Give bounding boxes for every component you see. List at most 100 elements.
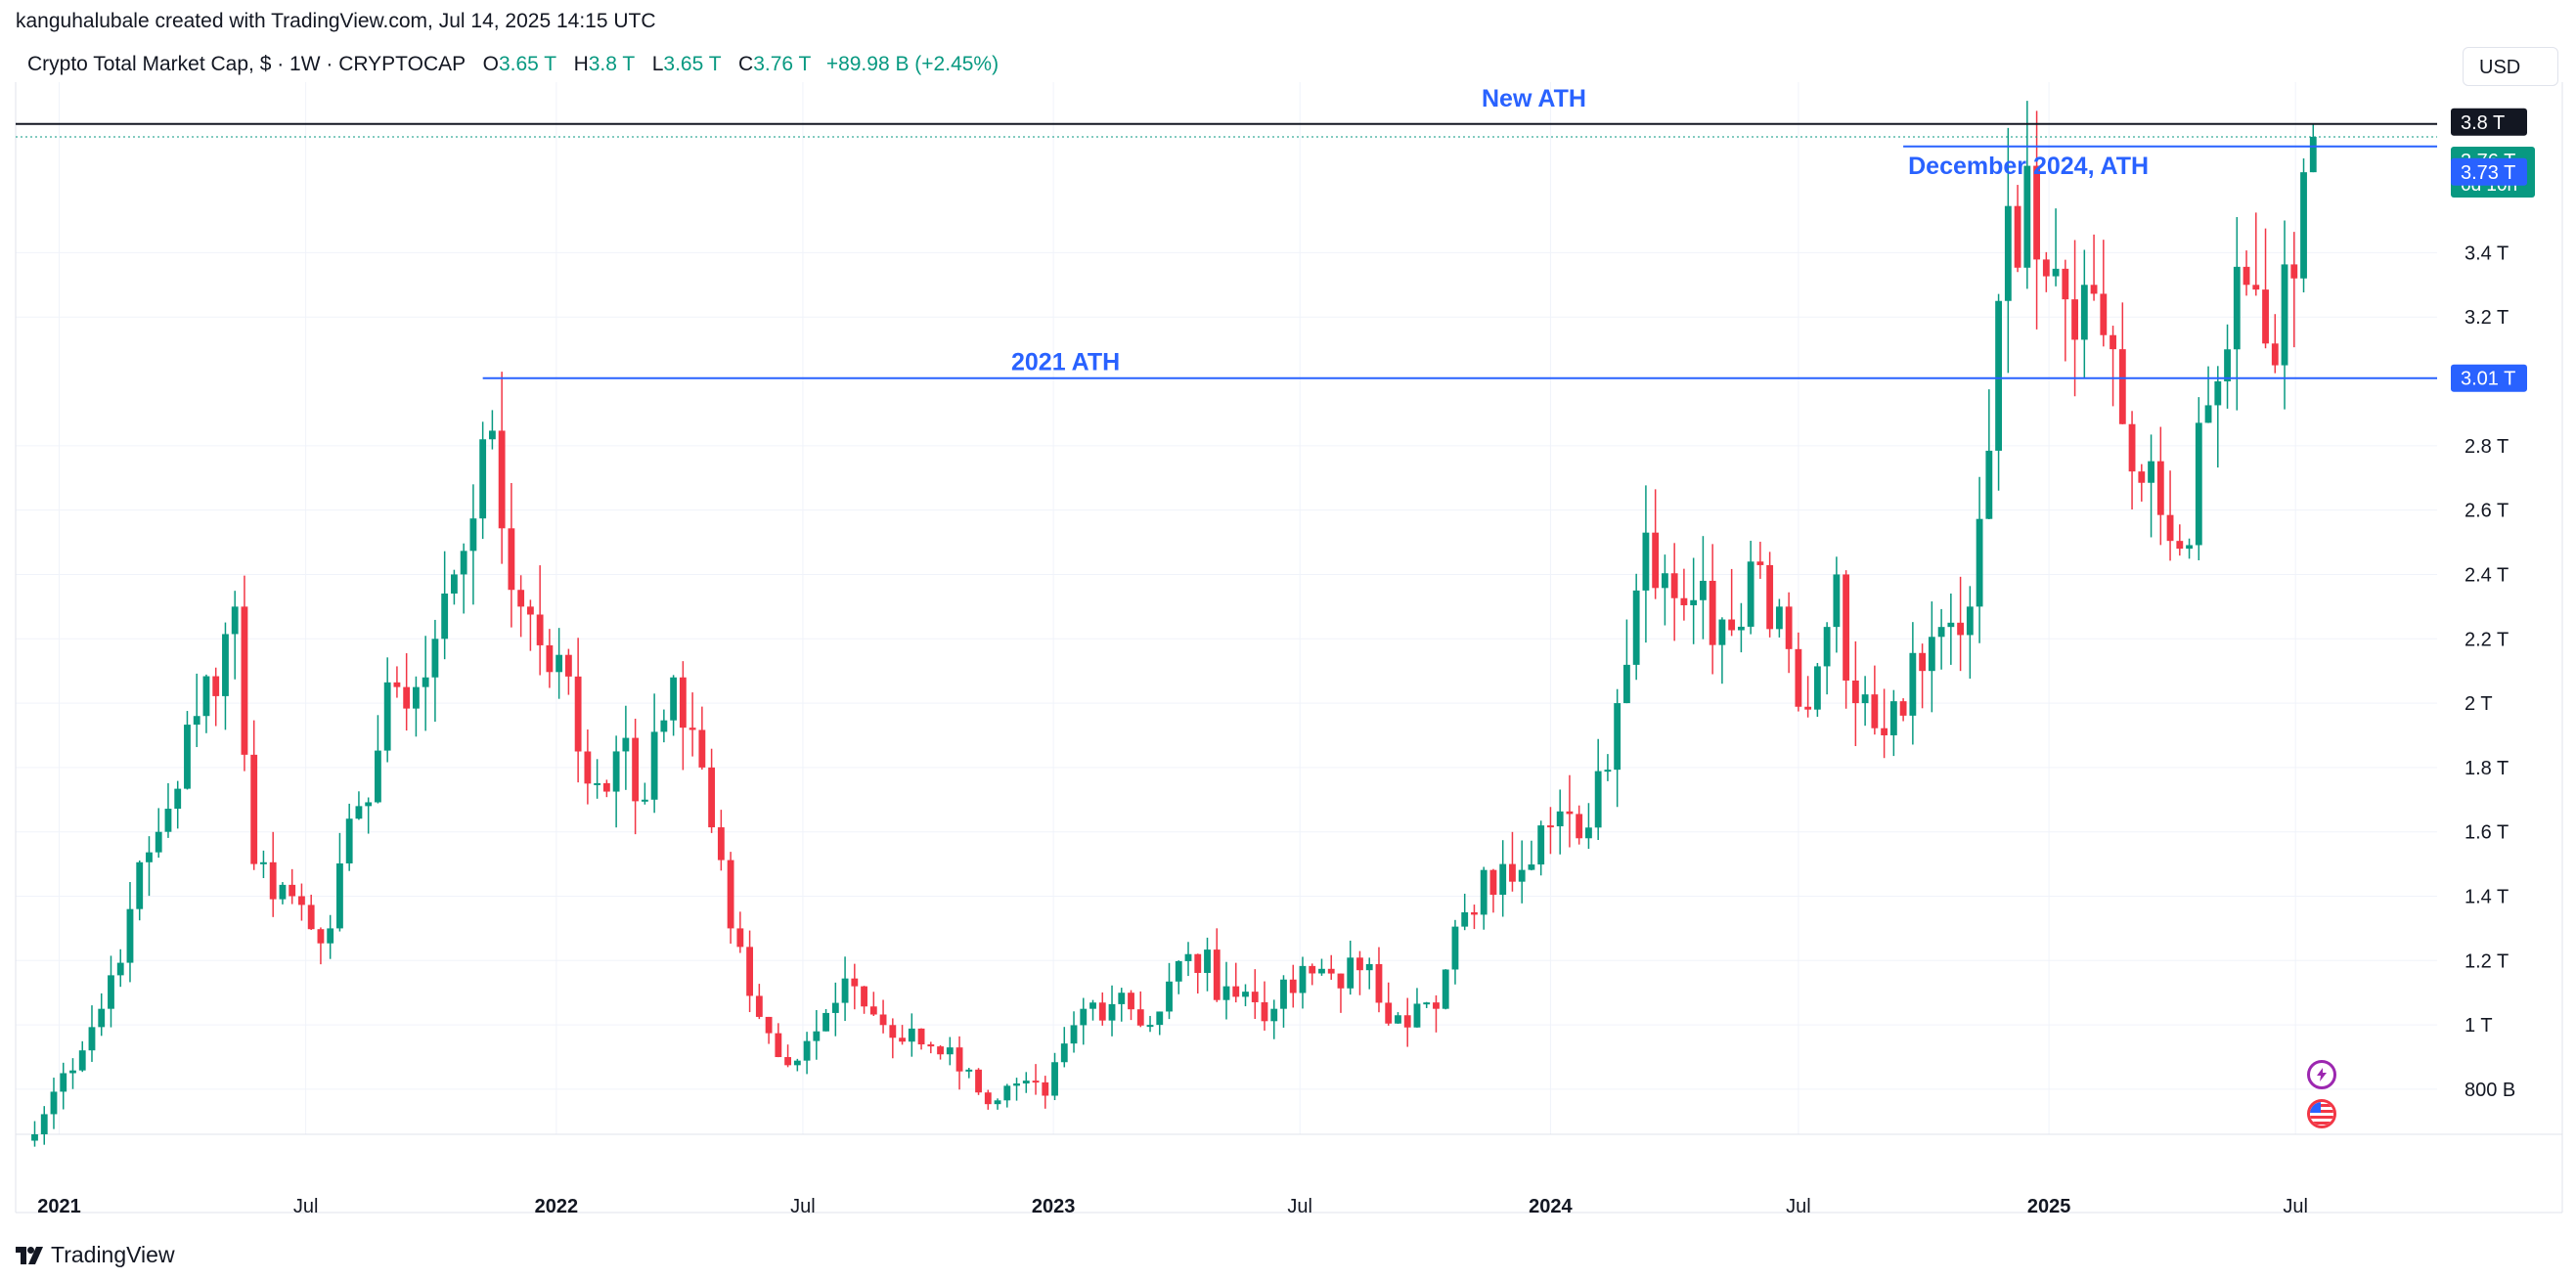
candle	[602, 782, 610, 792]
candle	[1242, 992, 1249, 997]
candle	[1585, 827, 1592, 839]
candle	[1881, 728, 1888, 735]
candle	[317, 929, 325, 944]
candle	[1976, 518, 1983, 607]
candle	[78, 1050, 86, 1071]
candle	[2204, 405, 2212, 423]
candle	[1385, 1002, 1393, 1024]
candle	[1528, 864, 1535, 870]
chart-credit: kanguhalubale created with TradingView.c…	[16, 10, 656, 32]
candle	[1080, 1008, 1088, 1026]
candle	[508, 528, 515, 591]
candle	[1851, 680, 1859, 704]
candle	[594, 782, 601, 785]
candle	[1766, 564, 1774, 630]
candle	[1899, 701, 1907, 716]
candle	[1537, 825, 1545, 865]
candle	[1309, 965, 1316, 974]
candle	[1327, 968, 1335, 974]
candle	[155, 831, 162, 853]
symbol-legend: Crypto Total Market Cap, $ · 1W · CRYPTO…	[27, 53, 999, 76]
candle	[1756, 561, 1764, 565]
candle	[698, 729, 706, 768]
candle	[2224, 349, 2231, 382]
candle	[2004, 205, 2012, 301]
candle	[2090, 285, 2098, 294]
symbol-title[interactable]: Crypto Total Market Cap, $ · 1W · CRYPTO…	[27, 53, 466, 75]
y-tick-label: 1.4 T	[2465, 887, 2509, 908]
candle	[1413, 1003, 1421, 1028]
candle	[1060, 1043, 1068, 1063]
candle	[1889, 701, 1897, 735]
candle	[650, 731, 658, 800]
candle	[861, 986, 867, 1007]
x-tick-label: 2025	[2027, 1196, 2071, 1217]
candle	[955, 1047, 963, 1072]
candle	[260, 861, 267, 864]
x-tick-label: Jul	[2283, 1196, 2308, 1217]
low-label: L	[651, 53, 664, 75]
candle	[2062, 268, 2069, 300]
candle	[1823, 627, 1831, 667]
x-tick-label: 2021	[37, 1196, 81, 1217]
candle	[1937, 627, 1945, 638]
candle	[1423, 1002, 1431, 1005]
x-tick-label: 2022	[535, 1196, 579, 1217]
x-tick-label: Jul	[790, 1196, 816, 1217]
candle	[2014, 205, 2021, 268]
price-tag-label: 3.8 T	[2461, 112, 2505, 134]
candle	[1451, 926, 1459, 970]
currency-button[interactable]: USD	[2463, 47, 2558, 86]
candle	[403, 686, 411, 709]
candle	[984, 1092, 992, 1105]
y-tick-label: 2.4 T	[2465, 564, 2509, 586]
candle	[1356, 957, 1363, 971]
high-value: 3.8 T	[588, 53, 635, 75]
candle	[488, 430, 496, 440]
candle	[146, 852, 153, 862]
candle	[765, 1016, 773, 1034]
candle	[40, 1114, 48, 1134]
candle	[1032, 1081, 1040, 1083]
candle	[269, 861, 277, 900]
candle	[526, 606, 534, 615]
candle	[1699, 580, 1707, 600]
lightning-icon[interactable]	[2307, 1060, 2336, 1089]
candle	[1480, 869, 1488, 915]
open-value: 3.65 T	[498, 53, 556, 75]
candle	[1108, 1003, 1116, 1021]
us-flag-icon[interactable]	[2307, 1099, 2336, 1128]
candle	[1022, 1081, 1030, 1084]
candle	[1576, 814, 1583, 839]
candle	[2262, 289, 2269, 344]
tradingview-brand[interactable]: TradingView	[16, 1242, 175, 1268]
candle	[202, 676, 210, 717]
price-tag	[2451, 157, 2527, 186]
x-tick-label: Jul	[293, 1196, 319, 1217]
candle	[2023, 165, 2031, 268]
y-tick-label: 2 T	[2465, 693, 2493, 715]
x-tick-label: 2023	[1032, 1196, 1076, 1217]
candle	[365, 802, 373, 807]
candle	[279, 884, 287, 900]
candle	[546, 644, 554, 673]
candle	[1594, 771, 1602, 828]
candle	[1204, 949, 1211, 973]
candle	[1003, 1085, 1011, 1101]
candle	[889, 1025, 897, 1038]
candle	[2309, 136, 2317, 173]
candle	[1843, 574, 1850, 681]
candle	[1642, 532, 1650, 591]
y-tick-label: 1.6 T	[2465, 822, 2509, 844]
price-tag	[2451, 108, 2527, 136]
candle	[517, 590, 525, 607]
candle	[708, 767, 716, 828]
candle	[679, 677, 687, 728]
candle	[1442, 969, 1449, 1009]
candle	[1136, 1009, 1144, 1026]
candle	[383, 682, 391, 751]
candle	[1547, 825, 1554, 828]
candle	[1604, 770, 1612, 772]
candle	[1337, 973, 1345, 989]
